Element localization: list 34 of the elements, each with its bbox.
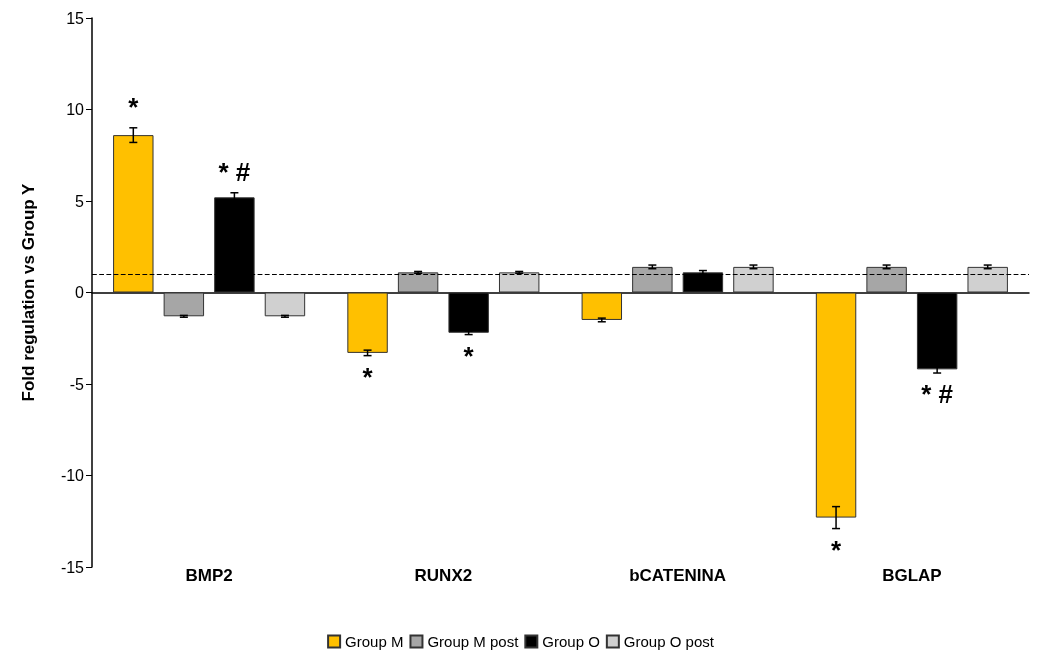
x-tick-label: BMP2 — [185, 566, 233, 585]
data-label: * — [830, 534, 842, 565]
y-tick-label: -10 — [60, 467, 85, 484]
legend-label: Group O post — [623, 633, 715, 650]
bar — [733, 266, 774, 293]
y-tick-label: 5 — [75, 192, 85, 210]
x-tick-label: bCATENINA — [629, 566, 727, 585]
bar — [163, 292, 205, 317]
data-label: * # — [921, 379, 954, 410]
y-axis-title: Fold regulation vs Group Y — [19, 182, 38, 402]
bar — [581, 292, 623, 320]
legend-label: Group M — [345, 633, 404, 650]
y-tick-label: -5 — [69, 375, 85, 393]
data-label: * — [362, 361, 374, 392]
data-label: * # — [218, 156, 251, 187]
bar — [498, 272, 540, 293]
legend-label: Group M post — [427, 633, 520, 650]
bar — [113, 135, 154, 293]
bar — [967, 266, 1008, 293]
y-tick-label: 0 — [75, 284, 85, 301]
y-tick-label: -15 — [60, 558, 85, 576]
x-tick-label: RUNX2 — [414, 566, 473, 585]
bar — [347, 292, 388, 353]
y-tick-label: 15 — [66, 9, 85, 27]
bar — [632, 266, 673, 293]
bar — [866, 266, 907, 293]
data-label: * — [128, 91, 140, 122]
x-tick-label: BGLAP — [882, 566, 942, 585]
y-tick-label: 10 — [66, 101, 85, 118]
bar — [264, 292, 306, 317]
bar — [397, 272, 439, 293]
bar — [815, 292, 857, 518]
data-label: * — [463, 340, 475, 371]
legend-label: Group O — [542, 633, 600, 650]
